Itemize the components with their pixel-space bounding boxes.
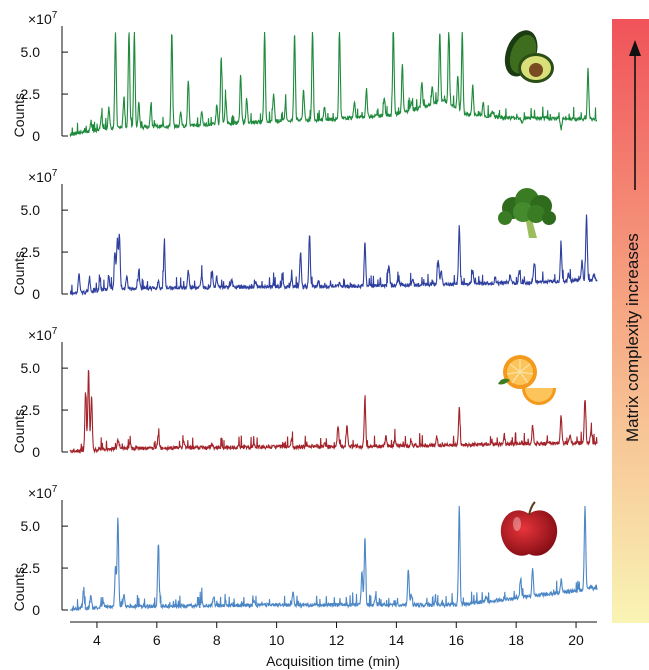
chart-panels: 0 2.5 5.0 ×107 Counts 0 2.5 5.0 ×107 Counts 0 2.5 5.… xyxy=(11,10,598,618)
y-tick-label: 2.5 xyxy=(21,402,41,418)
y-axis-title: Counts xyxy=(11,251,27,295)
x-axis-title: Acquisition time (min) xyxy=(266,653,400,669)
y-tick-label: 0 xyxy=(32,444,40,460)
y-axis-title: Counts xyxy=(11,93,27,137)
x-tick-label: 20 xyxy=(568,632,584,648)
y-axis-title: Counts xyxy=(11,567,27,611)
avocado-icon xyxy=(504,30,554,83)
chromatogram-trace xyxy=(69,214,598,297)
y-tick-label: 2.5 xyxy=(21,86,41,102)
y-axis-title: Counts xyxy=(11,409,27,453)
x-tick-label: 8 xyxy=(213,632,221,648)
arrow-head-icon xyxy=(629,40,641,56)
apple-icon xyxy=(500,501,558,556)
chromatogram-trace xyxy=(70,505,598,613)
y-tick-label: 0 xyxy=(32,602,40,618)
y-tick-label: 2.5 xyxy=(21,244,41,260)
y-multiplier-label: ×107 xyxy=(28,10,58,27)
y-multiplier-exponent: 7 xyxy=(52,326,58,337)
chart-panel: 0 2.5 5.0 ×107 Counts xyxy=(11,484,598,618)
y-tick-label: 5.0 xyxy=(21,202,41,218)
chart-panel: 0 2.5 5.0 ×107 Counts xyxy=(11,326,598,460)
y-tick-label: 0 xyxy=(32,286,40,302)
y-tick-label: 0 xyxy=(32,128,40,144)
x-tick-label: 10 xyxy=(269,632,285,648)
chromatogram-trace xyxy=(69,369,598,454)
y-tick-label: 5.0 xyxy=(21,44,41,60)
x-tick-label: 16 xyxy=(448,632,464,648)
orange-icon xyxy=(498,355,556,405)
x-tick-label: 4 xyxy=(93,632,101,648)
broccoli-icon xyxy=(498,188,556,238)
chart-panel: 0 2.5 5.0 ×107 Counts xyxy=(11,10,598,144)
y-tick-label: 5.0 xyxy=(21,360,41,376)
y-multiplier-label: ×107 xyxy=(28,326,58,343)
x-tick-label: 6 xyxy=(153,632,161,648)
x-tick-label: 14 xyxy=(389,632,405,648)
y-multiplier-exponent: 7 xyxy=(52,168,58,179)
complexity-gradient xyxy=(612,19,649,623)
matrix-complexity-bar: Matrix complexity increases xyxy=(612,19,649,623)
y-multiplier-exponent: 7 xyxy=(52,10,58,21)
complexity-label: Matrix complexity increases xyxy=(623,233,642,442)
y-tick-label: 2.5 xyxy=(21,560,41,576)
y-multiplier-label: ×107 xyxy=(28,168,58,185)
x-tick-label: 12 xyxy=(329,632,345,648)
y-tick-label: 5.0 xyxy=(21,518,41,534)
chart-panel: 0 2.5 5.0 ×107 Counts xyxy=(11,168,598,302)
chromatogram-trace xyxy=(69,31,598,138)
y-multiplier-label: ×107 xyxy=(28,484,58,501)
y-multiplier-exponent: 7 xyxy=(52,484,58,495)
x-tick-label: 18 xyxy=(508,632,524,648)
x-axis: 4 6 8 10 12 14 16 18 20 xyxy=(70,621,597,648)
